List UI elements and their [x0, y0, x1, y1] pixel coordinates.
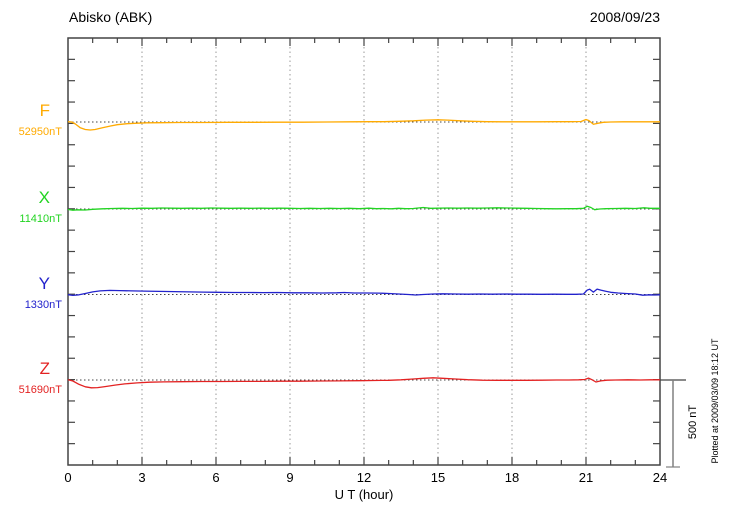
trace-label-y: Y — [38, 273, 50, 293]
trace-x — [67, 205, 660, 211]
trace-baseline-value-x: 11410nT — [19, 213, 62, 225]
x-tick-label: 6 — [212, 470, 220, 485]
trace-f — [67, 118, 660, 131]
x-tick-label: 9 — [286, 470, 294, 485]
trace-z — [67, 377, 660, 389]
x-tick-label: 18 — [504, 470, 520, 485]
scale-bar-label: 500 nT — [687, 404, 699, 440]
x-tick-label: 3 — [138, 470, 146, 485]
trace-y — [67, 288, 661, 297]
trace-baseline-value-y: 1330nT — [24, 298, 62, 311]
plot-date: 2008/09/23 — [589, 9, 660, 25]
x-axis-label: U T (hour) — [334, 487, 394, 502]
x-tick-label: 24 — [652, 470, 668, 485]
trace-baseline-value-f: 52950nT — [18, 126, 62, 138]
x-tick-label: 0 — [64, 470, 72, 485]
station-title: Abisko (ABK) — [69, 9, 153, 25]
plot-frame — [67, 37, 661, 466]
plotted-at-note: Plotted at 2009/03/09 18:12 UT — [710, 338, 720, 464]
trace-label-z: Z — [39, 359, 50, 378]
trace-baseline-value-z: 51690nT — [18, 384, 62, 396]
x-tick-label: 15 — [430, 470, 446, 485]
trace-label-x: X — [38, 188, 50, 207]
x-tick-label: 21 — [578, 470, 594, 485]
trace-label-f: F — [39, 101, 50, 120]
x-tick-label: 12 — [356, 470, 372, 485]
